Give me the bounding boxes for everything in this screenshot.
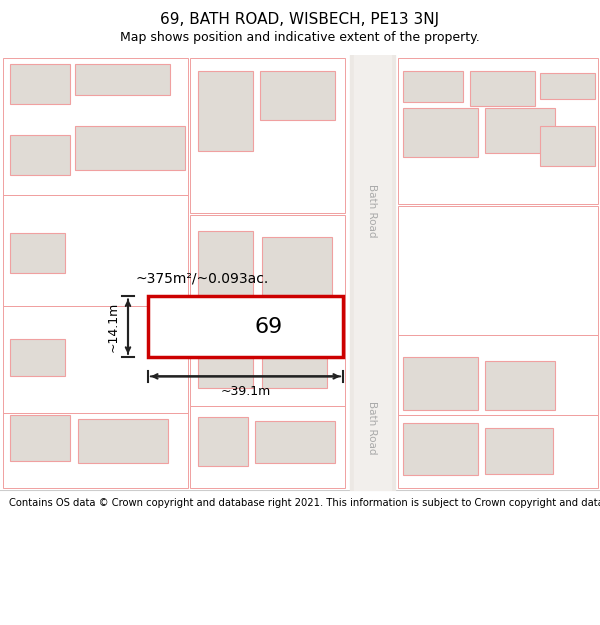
Bar (262, 344, 327, 388)
Bar (260, 71, 335, 120)
Bar (485, 361, 555, 410)
Bar (540, 126, 595, 166)
Bar (3, 58, 188, 195)
Bar (3, 195, 188, 306)
Bar (198, 418, 248, 466)
Bar (398, 334, 598, 414)
Bar (198, 231, 253, 298)
Bar (470, 71, 535, 106)
Bar (190, 406, 345, 488)
Text: Map shows position and indicative extent of the property.: Map shows position and indicative extent… (120, 31, 480, 44)
Text: Bath Road: Bath Road (367, 401, 377, 454)
Bar (485, 108, 555, 152)
Bar (75, 126, 185, 171)
Bar (403, 71, 463, 102)
Text: 69, BATH ROAD, WISBECH, PE13 3NJ: 69, BATH ROAD, WISBECH, PE13 3NJ (160, 12, 440, 27)
Text: ~375m²/~0.093ac.: ~375m²/~0.093ac. (136, 272, 269, 286)
Bar (3, 412, 188, 488)
Bar (10, 135, 70, 175)
Bar (10, 232, 65, 272)
Bar (190, 58, 345, 213)
Text: ~39.1m: ~39.1m (220, 385, 271, 398)
Bar (75, 64, 170, 95)
Bar (198, 339, 253, 388)
Bar (398, 414, 598, 488)
Text: Bath Road: Bath Road (367, 184, 377, 237)
Bar (3, 306, 188, 412)
Bar (403, 423, 478, 475)
Bar (10, 414, 70, 461)
Bar (190, 215, 345, 317)
Bar (398, 58, 598, 204)
Bar (10, 64, 70, 104)
Bar (398, 206, 598, 334)
Bar (403, 357, 478, 410)
Bar (190, 317, 345, 406)
Bar (148, 296, 343, 357)
Bar (255, 421, 335, 463)
Bar (540, 72, 595, 99)
Bar (403, 108, 478, 157)
Bar (198, 71, 253, 151)
Text: 69: 69 (255, 317, 283, 337)
Bar (10, 339, 65, 376)
Bar (262, 237, 332, 295)
Text: ~14.1m: ~14.1m (107, 301, 120, 352)
Bar (485, 428, 553, 474)
Bar (78, 419, 168, 463)
Text: Contains OS data © Crown copyright and database right 2021. This information is : Contains OS data © Crown copyright and d… (9, 498, 600, 508)
